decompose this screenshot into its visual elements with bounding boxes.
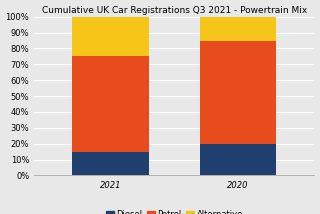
Bar bbox=[72, 152, 149, 175]
Bar bbox=[200, 17, 276, 40]
Bar bbox=[200, 40, 276, 144]
Bar bbox=[72, 17, 149, 56]
Legend: Diesel, Petrol, Alternative: Diesel, Petrol, Alternative bbox=[102, 207, 246, 214]
Bar bbox=[200, 144, 276, 175]
Bar bbox=[72, 56, 149, 152]
Title: Cumulative UK Car Registrations Q3 2021 - Powertrain Mix: Cumulative UK Car Registrations Q3 2021 … bbox=[42, 6, 307, 15]
